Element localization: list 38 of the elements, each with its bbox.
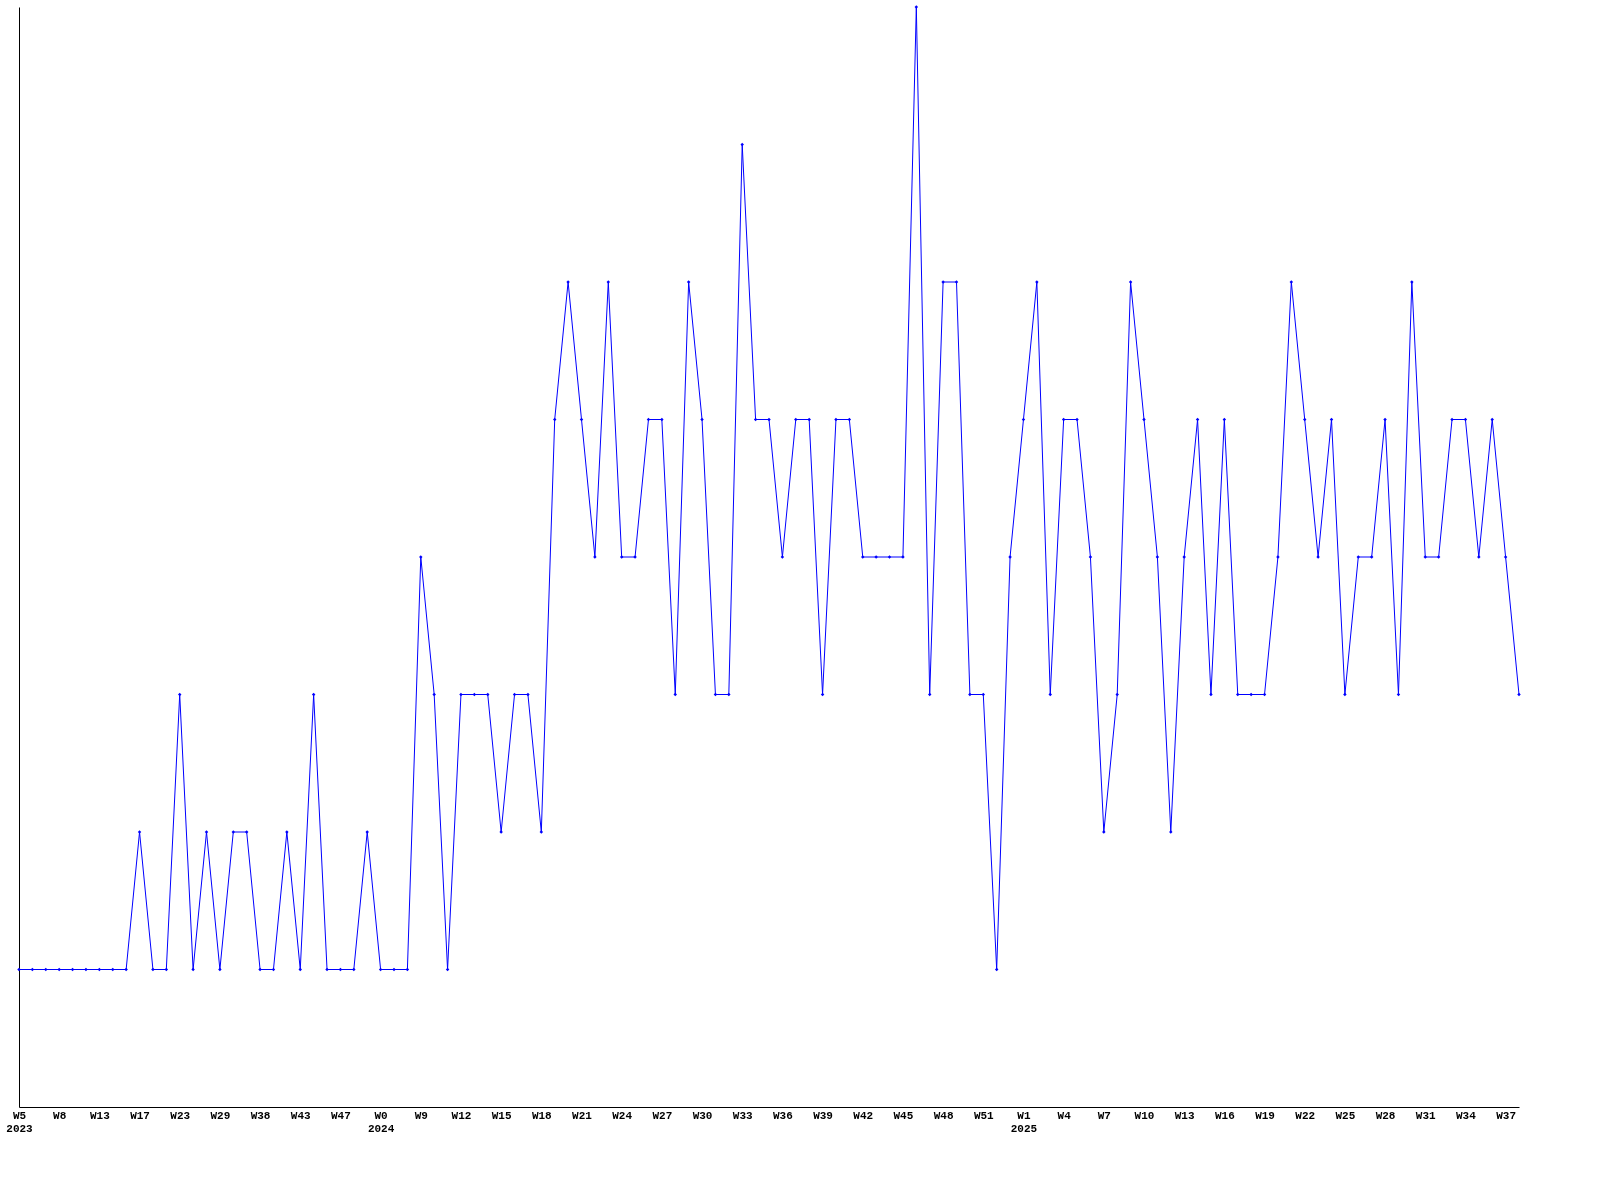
x-tick-label: W37	[1496, 1109, 1517, 1122]
x-tick-label: W15	[491, 1109, 512, 1122]
x-tick-label: W39	[813, 1109, 833, 1122]
x-tick-label: W27	[652, 1109, 673, 1122]
x-tick-label: W0 2024	[367, 1109, 395, 1135]
x-tick-label: W51	[973, 1109, 995, 1122]
x-tick-label: W30	[692, 1109, 713, 1122]
x-tick-label: W34	[1456, 1109, 1477, 1122]
x-tick-label: W7	[1097, 1109, 1111, 1122]
x-tick-label: W13	[89, 1109, 111, 1122]
x-tick-label: W48	[933, 1109, 954, 1122]
x-tick-label: W16	[1214, 1109, 1235, 1122]
x-tick-label: W22	[1295, 1109, 1316, 1122]
x-tick-label: W43	[290, 1109, 312, 1122]
x-tick-label: W42	[853, 1109, 874, 1122]
x-tick-label: W25	[1335, 1109, 1356, 1122]
x-tick-label: W9	[414, 1109, 428, 1122]
x-tick-label: W24	[612, 1109, 633, 1122]
x-tick-label: W21	[572, 1109, 593, 1122]
x-tick-label: W47	[331, 1109, 351, 1122]
x-tick-label: W19	[1255, 1109, 1275, 1122]
x-tick-label: W10	[1134, 1109, 1155, 1122]
x-tick-label: W18	[531, 1109, 553, 1122]
x-tick-label: W36	[772, 1109, 793, 1122]
x-tick-label: W38	[250, 1109, 271, 1122]
x-tick-label: W45	[893, 1109, 914, 1122]
x-tick-label: W17	[130, 1109, 150, 1122]
x-tick-label: W5 2023	[6, 1109, 34, 1135]
x-tick-label: W1 2025	[1010, 1109, 1038, 1135]
x-tick-label: W12	[451, 1109, 472, 1122]
x-tick-label: W13	[1174, 1109, 1195, 1122]
x-tick-label: W23	[170, 1109, 191, 1122]
x-tick-label: W28	[1375, 1109, 1396, 1122]
x-tick-label: W4	[1057, 1109, 1072, 1122]
x-tick-label: W8	[53, 1109, 67, 1122]
x-tick-label: W33	[732, 1109, 754, 1122]
x-tick-label: W29	[210, 1109, 231, 1122]
x-tick-label: W31	[1415, 1109, 1437, 1122]
